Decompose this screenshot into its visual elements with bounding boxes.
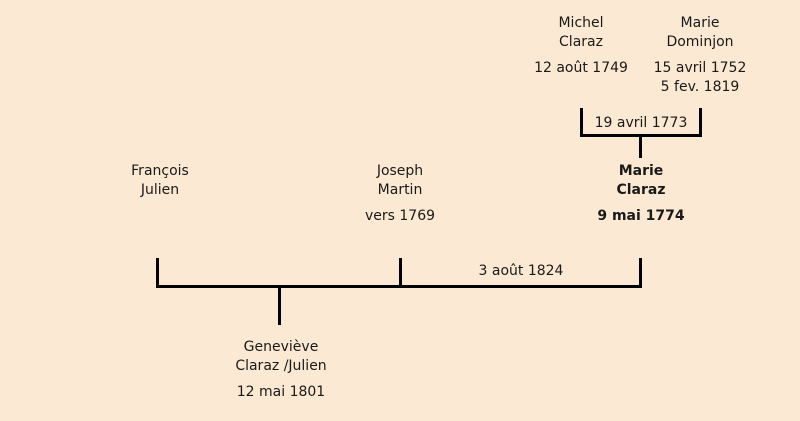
person-joseph-martin: Joseph Martin vers 1769 <box>365 162 435 226</box>
person-death-date: 5 fev. 1819 <box>660 79 740 95</box>
person-first-name: Marie <box>680 15 720 31</box>
person-birth-date: 9 mai 1774 <box>597 208 685 224</box>
union2-marie-line <box>639 258 642 285</box>
person-michel-claraz: Michel Claraz 12 août 1749 <box>534 14 628 78</box>
union1-horizontal-line <box>580 134 702 137</box>
union2-horizontal-line <box>156 285 642 288</box>
person-marie-claraz: Marie Claraz 9 mai 1774 <box>597 162 684 226</box>
person-first-name: Joseph <box>376 163 424 179</box>
person-last-name: Martin <box>377 182 423 198</box>
person-first-name: Michel <box>558 15 604 31</box>
person-first-name: François <box>131 163 189 179</box>
person-last-name: Claraz <box>559 34 603 50</box>
person-first-name: Geneviève <box>243 339 319 355</box>
person-birth-date: vers 1769 <box>364 208 436 224</box>
person-last-name: Claraz <box>616 182 666 198</box>
union1-left-line <box>580 108 583 134</box>
union1-right-line <box>699 108 702 134</box>
person-birth-date: 12 août 1749 <box>534 60 628 76</box>
person-francois-julien: François Julien <box>131 162 189 200</box>
union2-joseph-line <box>399 258 402 285</box>
person-last-name: Claraz /Julien <box>235 358 327 374</box>
person-last-name: Julien <box>140 182 180 198</box>
person-marie-dominjon: Marie Dominjon 15 avril 1752 5 fev. 1819 <box>654 14 747 97</box>
union2-francois-line <box>156 258 159 285</box>
person-last-name: Dominjon <box>666 34 734 50</box>
person-first-name: Marie <box>618 163 664 179</box>
union1-marriage-date: 19 avril 1773 <box>594 115 688 131</box>
union2-child-line <box>278 288 281 325</box>
union1-child-line <box>639 137 642 158</box>
person-birth-date: 15 avril 1752 <box>653 60 747 76</box>
person-genevieve-claraz-julien: Geneviève Claraz /Julien 12 mai 1801 <box>235 338 326 402</box>
union2-marriage-date: 3 août 1824 <box>478 263 564 279</box>
person-birth-date: 12 mai 1801 <box>236 384 326 400</box>
